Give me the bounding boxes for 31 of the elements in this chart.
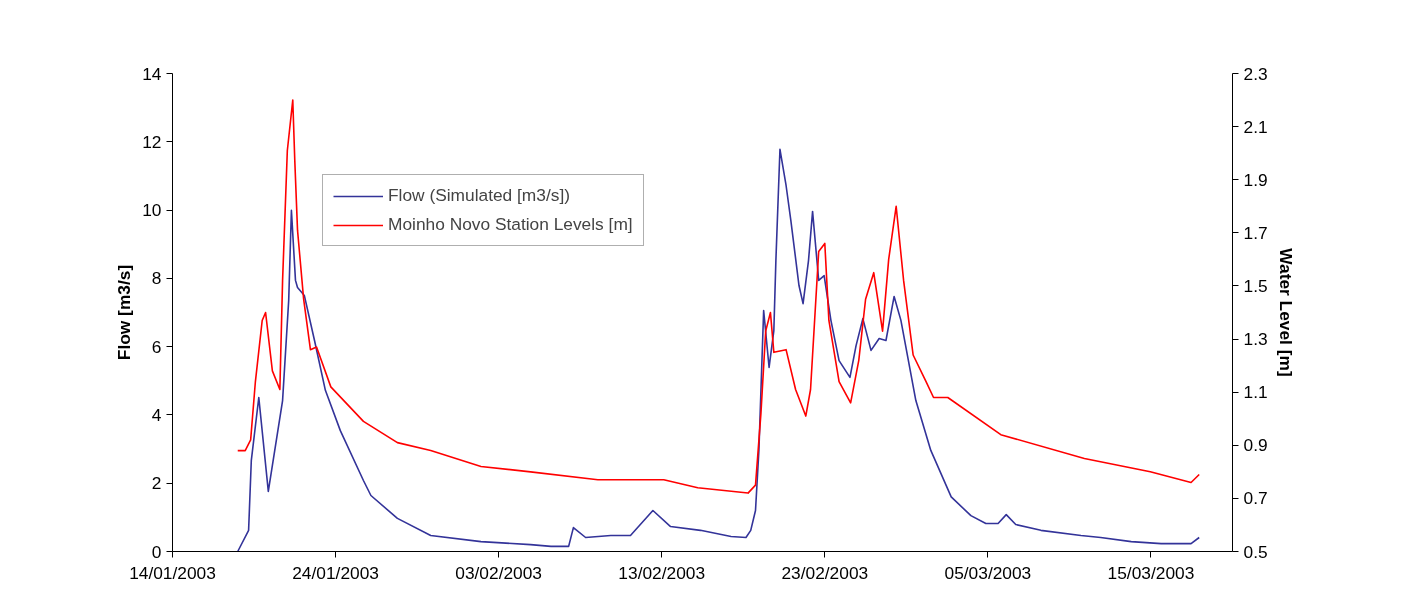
y2-tick-label: 1.9 — [1243, 169, 1268, 190]
y-tick-label: 6 — [151, 336, 162, 357]
y-tick-label: 14 — [142, 63, 162, 84]
y-tick-label: 10 — [142, 200, 162, 221]
legend-label: Moinho Novo Station Levels [m] — [388, 214, 633, 235]
x-tick-label: 15/03/2003 — [1107, 562, 1195, 583]
y-tick-label: 8 — [151, 268, 162, 289]
legend-label: Flow (Simulated [m3/s]) — [388, 185, 570, 206]
y-axis-title: Flow [m3/s] — [114, 264, 135, 361]
x-tick-label: 24/01/2003 — [292, 562, 379, 583]
x-tick-label: 23/02/2003 — [781, 562, 869, 583]
y2-tick-label: 0.5 — [1243, 541, 1268, 562]
y2-tick-label: 0.7 — [1243, 488, 1268, 509]
x-tick-label: 03/02/2003 — [455, 562, 543, 583]
y-tick-label: 2 — [151, 473, 162, 494]
x-tick-label: 05/03/2003 — [944, 562, 1032, 583]
y-tick-label: 4 — [151, 404, 162, 425]
y2-tick-label: 1.3 — [1243, 329, 1268, 350]
y2-axis-title: Water Level [m] — [1275, 248, 1296, 377]
y2-tick-label: 1.1 — [1243, 382, 1268, 403]
x-tick-label: 13/02/2003 — [618, 562, 706, 583]
y2-tick-label: 1.5 — [1243, 275, 1268, 296]
y-tick-label: 0 — [151, 541, 162, 562]
y2-tick-label: 1.7 — [1243, 222, 1268, 243]
line-series — [236, 148, 1201, 552]
line-series — [236, 99, 1201, 494]
y2-tick-label: 0.9 — [1243, 435, 1268, 456]
x-tick-label: 14/01/2003 — [129, 562, 216, 583]
y2-tick-label: 2.1 — [1243, 116, 1268, 137]
y2-tick-label: 2.3 — [1243, 63, 1268, 84]
y-tick-label: 12 — [142, 131, 162, 152]
